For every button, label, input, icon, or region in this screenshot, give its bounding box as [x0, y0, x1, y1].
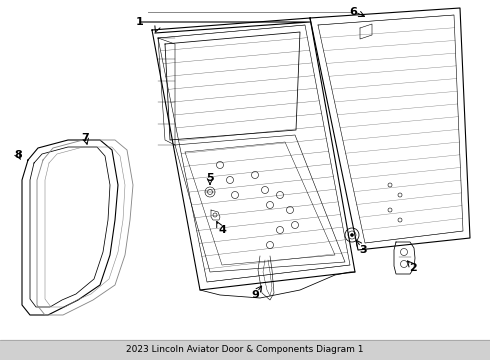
Text: 5: 5 — [206, 173, 214, 183]
Text: 1: 1 — [136, 17, 144, 27]
Bar — [0, 340, 490, 360]
Text: 7: 7 — [81, 133, 89, 143]
Circle shape — [350, 234, 353, 237]
Text: 2: 2 — [409, 263, 417, 273]
Text: 2023 Lincoln Aviator Door & Components Diagram 1: 2023 Lincoln Aviator Door & Components D… — [126, 346, 364, 355]
Text: 3: 3 — [359, 245, 367, 255]
Text: 8: 8 — [14, 150, 22, 160]
Text: 6: 6 — [349, 7, 357, 17]
Text: 9: 9 — [251, 290, 259, 300]
Text: 4: 4 — [218, 225, 226, 235]
